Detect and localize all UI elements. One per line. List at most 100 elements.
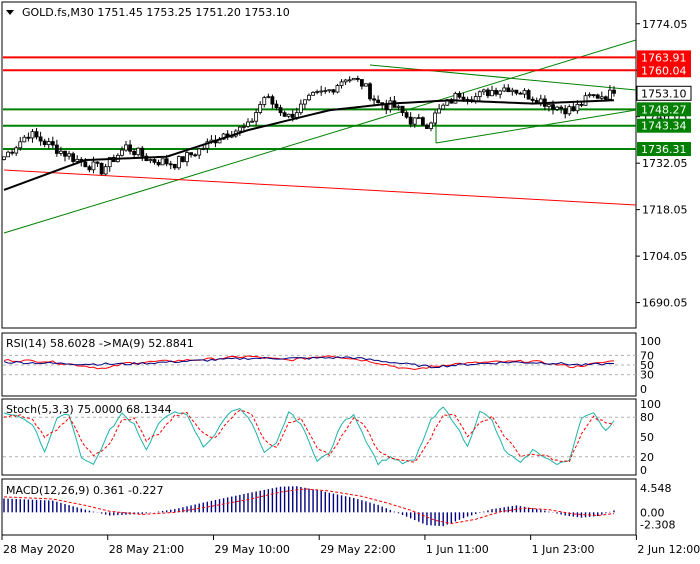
candle-body (30, 131, 35, 139)
price-tag-label: 1763.91 (641, 51, 687, 64)
candle-body (396, 105, 401, 108)
time-tick-label: 1 Jun 23:00 (532, 543, 595, 556)
candle-body (506, 87, 511, 93)
candle-body (416, 117, 421, 120)
candle-body (63, 150, 67, 157)
candle-body (307, 94, 311, 101)
indicator-tick-label: 50 (640, 359, 654, 372)
candle-body (42, 140, 47, 146)
candle-body (555, 106, 559, 110)
candle-body (551, 104, 555, 110)
time-tick-label: 28 May 2020 (3, 543, 75, 556)
indicator-tick-label: 80 (640, 411, 654, 424)
candle-body (59, 150, 63, 154)
descending-trendline (3, 169, 637, 206)
candle-body (563, 108, 568, 115)
candle-body (99, 162, 104, 175)
candle-body (384, 104, 389, 111)
macd-panel-frame (1, 478, 637, 536)
candle-body (124, 144, 128, 151)
candle-body (315, 91, 320, 93)
price-tick-label: 1774.05 (642, 18, 688, 31)
candle-body (303, 99, 307, 105)
candle-body (587, 94, 592, 97)
candle-body (429, 122, 433, 129)
main-panel-frame (1, 1, 637, 329)
price-tag-box (637, 63, 691, 78)
candle-body (453, 93, 458, 104)
price-tag-label: 1753.10 (641, 87, 687, 100)
price-tag-box (636, 85, 692, 101)
candle-body (355, 77, 360, 80)
dropdown-triangle-icon[interactable] (6, 10, 14, 15)
price-tag-box (637, 118, 691, 133)
candle-body (156, 161, 161, 166)
time-tick-label: 29 May 22:00 (320, 543, 395, 556)
candle-body (282, 112, 287, 117)
candle-body (18, 141, 23, 149)
candle-body (494, 89, 498, 95)
candle-body (400, 105, 405, 114)
candle-body (172, 163, 177, 169)
candle-body (559, 106, 564, 110)
candle-body (168, 163, 173, 166)
candle-body (510, 89, 515, 93)
macd-title: MACD(12,26,9) 0.361 -0.227 (6, 484, 164, 497)
indicator-tick-label: 100 (640, 335, 661, 348)
candle-body (612, 89, 616, 94)
indicator-tick-label: 70 (640, 349, 654, 362)
indicator-tick-label: 0 (640, 464, 647, 477)
candle-body (347, 79, 352, 82)
candle-body (359, 79, 364, 87)
price-tag-label: 1760.04 (641, 64, 687, 77)
macd-tick-label: 0.00 (640, 506, 665, 519)
macd-tick-label: -2.308 (640, 519, 675, 532)
candle-body (376, 99, 381, 104)
indicator-tick-label: 20 (640, 451, 654, 464)
stoch-panel-frame (1, 398, 637, 476)
candle-body (486, 89, 490, 97)
ascending-trendline (3, 39, 637, 234)
candle-body (595, 94, 600, 99)
time-tick-label: 1 Jun 11:00 (426, 543, 489, 556)
candle-body (83, 161, 88, 168)
candle-body (461, 96, 466, 100)
candle-body (425, 124, 429, 129)
candle-body (603, 96, 608, 100)
indicator-tick-label: 0 (640, 383, 647, 396)
candle-body (323, 90, 328, 92)
candle-body (205, 141, 210, 149)
candle-body (274, 103, 279, 108)
candle-body (67, 153, 71, 157)
candle-body (286, 113, 291, 117)
candle-body (38, 136, 43, 142)
candle-body (327, 89, 332, 92)
time-tick-label: 29 May 10:00 (214, 543, 289, 556)
candle-body (404, 112, 409, 118)
candle-body (567, 106, 572, 115)
candle-body (54, 144, 59, 154)
candle-body (372, 98, 376, 101)
time-tick-label: 28 May 21:00 (109, 543, 184, 556)
candle-body (608, 89, 612, 100)
price-tag-label: 1743.34 (641, 120, 687, 133)
candle-body (591, 94, 596, 97)
candle-body (526, 90, 531, 100)
candle-body (364, 83, 368, 87)
candle-body (388, 100, 393, 111)
candle-body (294, 112, 299, 118)
candle-body (128, 144, 132, 152)
candle-body (237, 126, 242, 132)
candle-body (2, 156, 6, 160)
macd-tick-label: 4.548 (640, 482, 672, 495)
candle-body (107, 156, 112, 168)
candle-body (197, 148, 202, 156)
candle-body (518, 92, 523, 95)
main-title: GOLD.fs,M30 1751.45 1753.25 1751.20 1753… (22, 6, 290, 19)
candle-body (34, 131, 39, 138)
candle-body (160, 158, 165, 166)
candle-body (91, 161, 96, 171)
stoch-signal-line (3, 409, 615, 463)
